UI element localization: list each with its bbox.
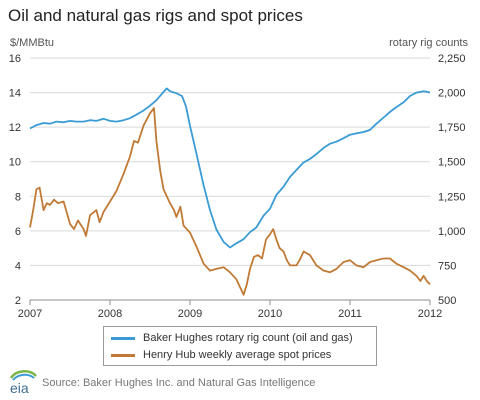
left-axis-tick-label: 14: [9, 88, 21, 100]
right-axis-tick-label: 500: [438, 295, 456, 307]
x-axis-tick-label: 2012: [418, 308, 442, 320]
chart-legend: Baker Hughes rotary rig count (oil and g…: [103, 326, 377, 366]
chart-title: Oil and natural gas rigs and spot prices: [8, 6, 303, 25]
series-lines: [29, 87, 431, 296]
legend-swatch-rig-count: [111, 336, 135, 340]
left-axis-tick-label: 4: [15, 260, 21, 272]
left-axis-tick-label: 2: [15, 295, 21, 307]
x-axis-tick-label: 2008: [98, 308, 122, 320]
series-line-rig-count: [29, 87, 431, 249]
left-axis-tick-label: 12: [9, 122, 21, 134]
legend-swatch-gas-price: [111, 353, 135, 357]
gridlines: [30, 57, 430, 266]
tick-labels: 2 500 4 750 6 1,000 8 1,250 10 1,500 12 1,750 14 2,00…: [9, 53, 466, 320]
right-axis-tick-label: 1,000: [438, 226, 466, 238]
source-note: Source: Baker Hughes Inc. and Natural Ga…: [42, 377, 316, 389]
left-axis-tick-label: 6: [15, 226, 21, 238]
x-axis-tick-label: 2007: [18, 308, 42, 320]
series-line-gas-price: [29, 107, 431, 296]
x-axis-tick-label: 2011: [338, 308, 362, 320]
legend-label-rig-count: Baker Hughes rotary rig count (oil and g…: [143, 332, 353, 344]
left-axis-tick-label: 16: [9, 53, 21, 65]
eia-logo-text: eia: [10, 380, 29, 396]
right-axis-unit-label: rotary rig counts: [389, 37, 468, 49]
eia-logo-icon: eia: [9, 370, 37, 396]
left-axis-unit-label: $/MMBtu: [10, 37, 55, 49]
right-axis-tick-label: 750: [438, 260, 456, 272]
right-axis-tick-label: 2,250: [438, 53, 466, 65]
right-axis-tick-label: 1,250: [438, 191, 466, 203]
right-axis-tick-label: 1,750: [438, 122, 466, 134]
legend-item-gas-price: Henry Hub weekly average spot prices: [111, 347, 331, 363]
axes: [29, 299, 431, 305]
x-axis-tick-label: 2010: [258, 308, 282, 320]
left-axis-tick-label: 10: [9, 157, 21, 169]
left-axis-tick-label: 8: [15, 191, 21, 203]
legend-item-rig-count: Baker Hughes rotary rig count (oil and g…: [111, 330, 353, 346]
right-axis-tick-label: 2,000: [438, 88, 466, 100]
x-axis-tick-label: 2009: [178, 308, 202, 320]
legend-label-gas-price: Henry Hub weekly average spot prices: [143, 349, 332, 361]
right-axis-tick-label: 1,500: [438, 157, 466, 169]
